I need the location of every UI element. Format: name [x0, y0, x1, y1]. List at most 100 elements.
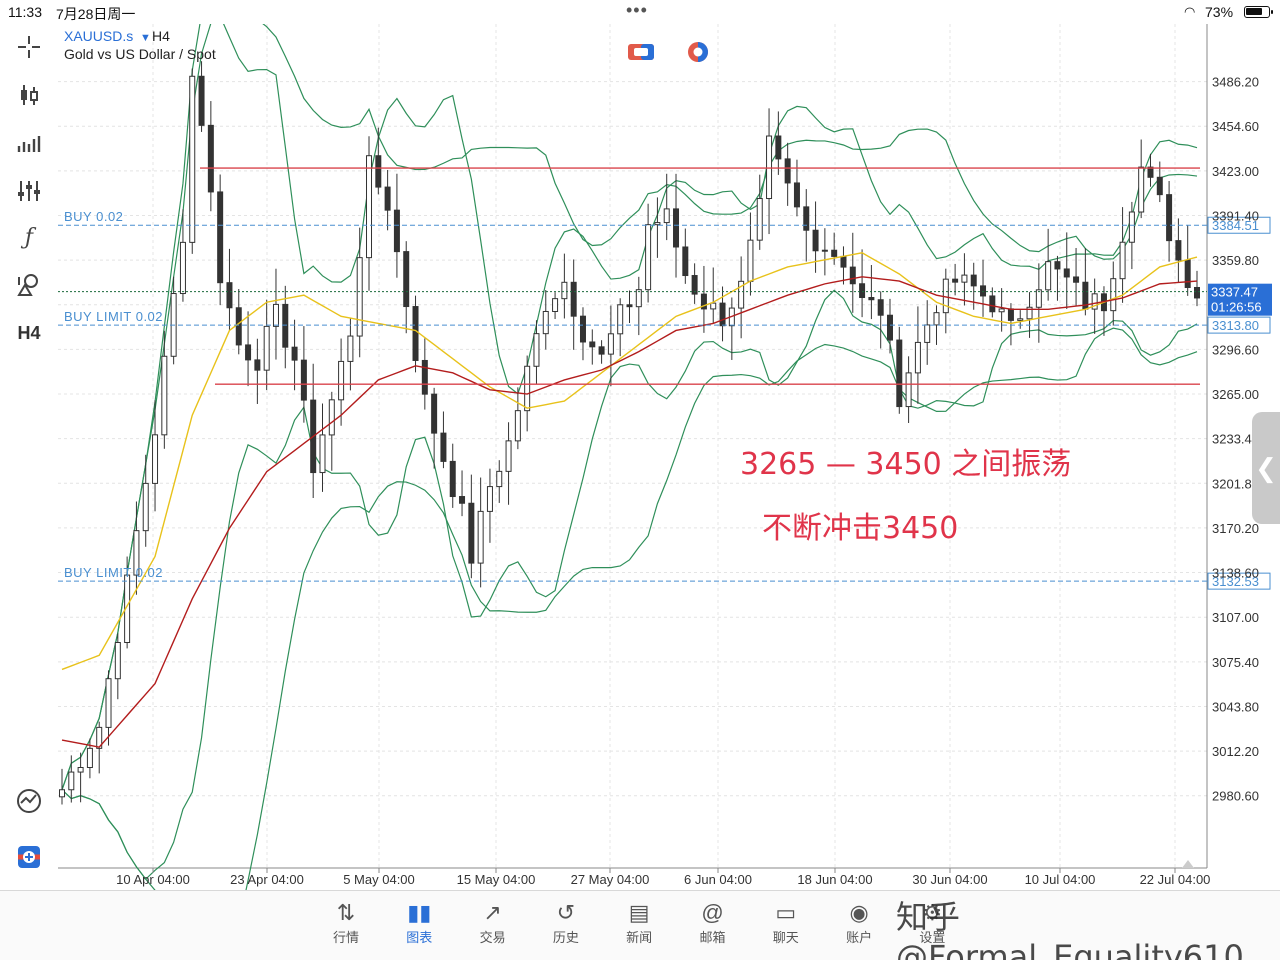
tab-label: 历史	[552, 930, 579, 945]
candle-body	[449, 460, 456, 498]
candle-body	[961, 274, 968, 283]
symbol-description: Gold vs US Dollar / Spot	[64, 46, 216, 62]
time-tick-label: 10 Jul 04:00	[1025, 872, 1096, 887]
watermark: 知乎 @Formal_Equality610	[896, 898, 1244, 960]
tab-chart[interactable]: ▮▮ 图表	[389, 899, 449, 946]
tab-label: 交易	[479, 930, 506, 945]
symbol-dropdown-icon[interactable]: ▼	[140, 32, 151, 44]
chart-toolbar: ƒ H4	[0, 24, 58, 890]
candle-body	[1091, 293, 1098, 310]
account-icon: ◉	[849, 900, 869, 925]
tab-history[interactable]: ↺ 历史	[536, 899, 596, 946]
tab-settings[interactable]: ⚙ 设置	[902, 899, 962, 946]
candle-body	[347, 335, 354, 362]
candle-body	[1054, 261, 1061, 270]
scroll-to-end-icon[interactable]	[1182, 860, 1194, 868]
tab-label: 新闻	[626, 930, 653, 945]
price-tick-label: 3075.40	[1212, 655, 1259, 670]
symbol-name[interactable]: XAUUSD.s	[64, 28, 133, 44]
time-tick-label: 5 May 04:00	[343, 872, 415, 887]
candle-body	[235, 307, 242, 346]
order-line-label[interactable]: BUY 0.02	[64, 209, 123, 224]
function-icon[interactable]: ƒ	[24, 224, 34, 250]
candle-body	[914, 341, 921, 374]
candle-body	[282, 303, 289, 348]
candle-body	[1035, 289, 1042, 308]
candle-body	[198, 75, 205, 126]
candle-body	[877, 299, 884, 316]
candle-body	[896, 339, 903, 408]
candle-body	[589, 341, 596, 348]
tab-quotes[interactable]: ⇅ 行情	[316, 899, 376, 946]
tab-trade[interactable]: ↗ 交易	[463, 899, 523, 946]
timeframe-button[interactable]: H4	[17, 322, 41, 343]
candle-body	[207, 124, 214, 193]
tab-news[interactable]: ▤ 新闻	[609, 899, 669, 946]
candle-body	[96, 726, 103, 749]
price-tick-label: 3170.20	[1212, 521, 1259, 536]
candle-body	[682, 246, 689, 277]
candle-body	[626, 304, 633, 308]
candle-body	[663, 208, 670, 224]
trading-signal-icon[interactable]	[10, 784, 48, 818]
candle-body	[319, 434, 326, 474]
candle-body	[328, 399, 335, 436]
tab-chat[interactable]: ▭ 聊天	[756, 899, 816, 946]
crosshair-icon[interactable]	[10, 30, 48, 64]
candle-body	[645, 224, 652, 291]
candle-body	[477, 510, 484, 564]
candle-body	[617, 304, 624, 335]
candle-body	[756, 198, 763, 241]
tab-account[interactable]: ◉ 账户	[829, 899, 889, 946]
candle-body	[468, 502, 475, 564]
settings-sliders-icon[interactable]	[10, 174, 48, 208]
candle-body	[849, 266, 856, 285]
candle-body	[1156, 176, 1163, 196]
candle-body	[691, 275, 698, 295]
order-line-label[interactable]: BUY LIMIT 0.02	[64, 565, 163, 580]
history-icon: ↺	[556, 900, 576, 925]
candle-body	[179, 241, 186, 295]
time-axis-labels: 10 Apr 04:00 23 Apr 04:00 5 May 04:00 15 Ma…	[116, 868, 1210, 887]
candle-body	[142, 482, 149, 532]
battery-percent: 73%	[1205, 4, 1234, 20]
annotation-test: 不断冲击3450	[762, 511, 958, 546]
side-panel-handle[interactable]: ❮	[1252, 412, 1280, 524]
candlesticks	[59, 61, 1200, 805]
new-order-icon[interactable]	[10, 840, 48, 874]
market-watch-icon[interactable]	[688, 42, 708, 62]
candle-body	[524, 365, 531, 412]
objects-icon[interactable]	[10, 268, 48, 302]
multitask-dots-icon[interactable]: •••	[626, 0, 648, 20]
one-click-trading-icon[interactable]	[628, 44, 654, 60]
candle-body	[1045, 261, 1052, 291]
candle-body	[1128, 211, 1135, 243]
candle-body	[1119, 241, 1126, 280]
price-chart[interactable]: BUY 0.02 3384.51 BUY LIMIT 0.02 3313.80 BUY …	[0, 24, 1280, 890]
candle-body	[375, 155, 382, 188]
candle-body	[254, 359, 261, 371]
price-tick-label: 3201.80	[1212, 476, 1259, 491]
candle-body	[598, 346, 605, 355]
candle-body	[245, 344, 252, 361]
candle-body	[952, 278, 959, 283]
candle-body	[105, 678, 112, 728]
indicators-icon[interactable]	[10, 126, 48, 160]
candle-body	[421, 359, 428, 395]
order-price-value: 3313.80	[1212, 318, 1259, 333]
candle-body	[291, 346, 298, 361]
chat-icon: ▭	[775, 900, 797, 925]
candle-body	[831, 249, 838, 257]
candle-body	[710, 302, 717, 310]
order-line-label[interactable]: BUY LIMIT 0.02	[64, 309, 163, 324]
candle-body	[635, 289, 642, 308]
candle-body	[886, 314, 893, 341]
price-tick-label: 3391.40	[1212, 209, 1259, 224]
tab-mail[interactable]: @ 邮箱	[683, 899, 743, 946]
candle-body	[542, 310, 549, 335]
mail-icon: @	[701, 900, 724, 925]
order-price-value: 3384.51	[1212, 218, 1259, 233]
candle-body	[1138, 166, 1145, 213]
candlestick-icon[interactable]	[10, 78, 48, 112]
price-tick-label: 3012.20	[1212, 744, 1259, 759]
